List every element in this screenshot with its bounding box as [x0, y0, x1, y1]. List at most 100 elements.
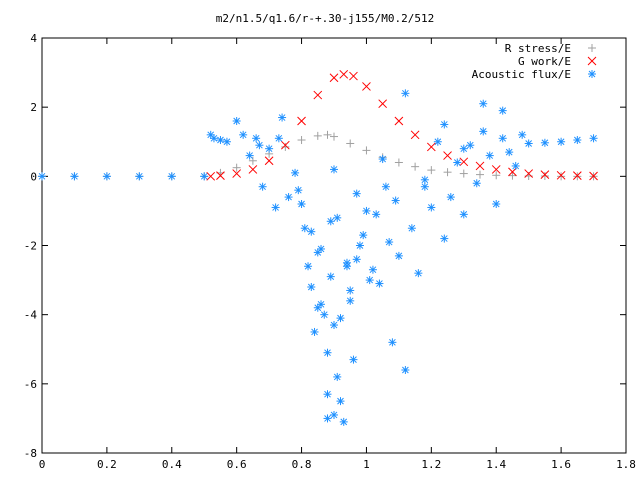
- data-point: [333, 372, 342, 381]
- data-point: [216, 171, 225, 180]
- data-point: [339, 69, 349, 79]
- data-point: [317, 300, 326, 309]
- data-point: [420, 182, 429, 191]
- data-point: [453, 158, 462, 167]
- data-point: [352, 189, 361, 198]
- data-point: [401, 89, 410, 98]
- data-point: [70, 172, 79, 181]
- data-point: [427, 203, 436, 212]
- data-point: [313, 90, 323, 100]
- data-point: [378, 99, 388, 109]
- data-point: [440, 120, 449, 129]
- data-point: [281, 142, 290, 151]
- data-point: [330, 165, 338, 174]
- data-point: [540, 138, 549, 147]
- data-point: [200, 172, 209, 181]
- data-point: [222, 137, 231, 146]
- data-point: [323, 130, 332, 139]
- data-point: [339, 417, 348, 426]
- data-point: [414, 269, 423, 278]
- data-point: [326, 217, 335, 226]
- data-point: [248, 156, 257, 165]
- data-point: [508, 171, 517, 180]
- data-point: [297, 116, 306, 126]
- data-point: [346, 286, 355, 295]
- data-point: [206, 130, 215, 139]
- data-point: [508, 167, 517, 177]
- data-point: [491, 165, 501, 174]
- data-point: [297, 200, 306, 208]
- data-point: [440, 234, 449, 243]
- data-point: [524, 139, 533, 148]
- data-point: [589, 134, 598, 143]
- data-point: [297, 136, 306, 145]
- data-point: [443, 151, 452, 160]
- data-point: [336, 314, 345, 323]
- data-point: [102, 172, 111, 181]
- data-point: [365, 276, 374, 285]
- data-point: [557, 172, 566, 181]
- data-point: [346, 296, 355, 305]
- plot-frame: [41, 37, 627, 454]
- data-point: [472, 179, 481, 188]
- data-point: [310, 327, 319, 336]
- data-point: [232, 117, 241, 125]
- data-point: [278, 113, 287, 122]
- data-point: [232, 163, 241, 172]
- data-point: [498, 106, 507, 115]
- data-point: [294, 186, 303, 195]
- x-tick-label: 0: [39, 458, 46, 471]
- data-point: [323, 348, 332, 357]
- data-point: [307, 227, 316, 236]
- data-point: [280, 140, 290, 150]
- data-point: [317, 244, 326, 253]
- data-point: [385, 238, 394, 247]
- data-point: [394, 116, 404, 126]
- data-point: [362, 206, 371, 215]
- data-point: [492, 171, 501, 180]
- data-point: [333, 213, 342, 222]
- data-point: [216, 136, 225, 145]
- data-point: [466, 141, 475, 150]
- data-point: [498, 134, 507, 143]
- data-point: [265, 144, 274, 153]
- y-tick-label: -6: [24, 378, 37, 391]
- data-point: [330, 132, 338, 141]
- data-point: [479, 99, 488, 108]
- data-point: [349, 71, 358, 81]
- data-point: [300, 224, 309, 233]
- data-point: [330, 321, 338, 330]
- data-point: [556, 170, 566, 180]
- data-point: [459, 157, 469, 167]
- data-point: [511, 161, 520, 170]
- data-point: [368, 265, 377, 274]
- data-point: [407, 224, 416, 233]
- data-point: [291, 168, 300, 177]
- data-point: [359, 231, 368, 240]
- data-marks: [38, 69, 598, 426]
- data-point: [375, 279, 384, 288]
- data-point: [320, 310, 329, 319]
- data-point: [475, 161, 485, 171]
- data-point: [420, 175, 429, 184]
- data-point: [232, 169, 242, 178]
- data-point: [573, 136, 582, 145]
- series-1: [206, 69, 598, 181]
- x-tick-label: 0.6: [227, 458, 247, 471]
- data-point: [540, 171, 549, 180]
- data-point: [346, 139, 355, 148]
- y-tick-label: 2: [30, 101, 37, 114]
- data-point: [443, 168, 452, 177]
- data-point: [248, 165, 258, 174]
- data-point: [323, 390, 332, 399]
- data-point: [135, 172, 144, 181]
- data-point: [372, 210, 381, 219]
- data-point: [589, 171, 598, 181]
- x-tick-label: 1.2: [421, 458, 441, 471]
- data-point: [304, 262, 313, 271]
- y-tick-label: 4: [30, 32, 37, 45]
- data-point: [349, 355, 358, 364]
- data-point: [459, 169, 468, 178]
